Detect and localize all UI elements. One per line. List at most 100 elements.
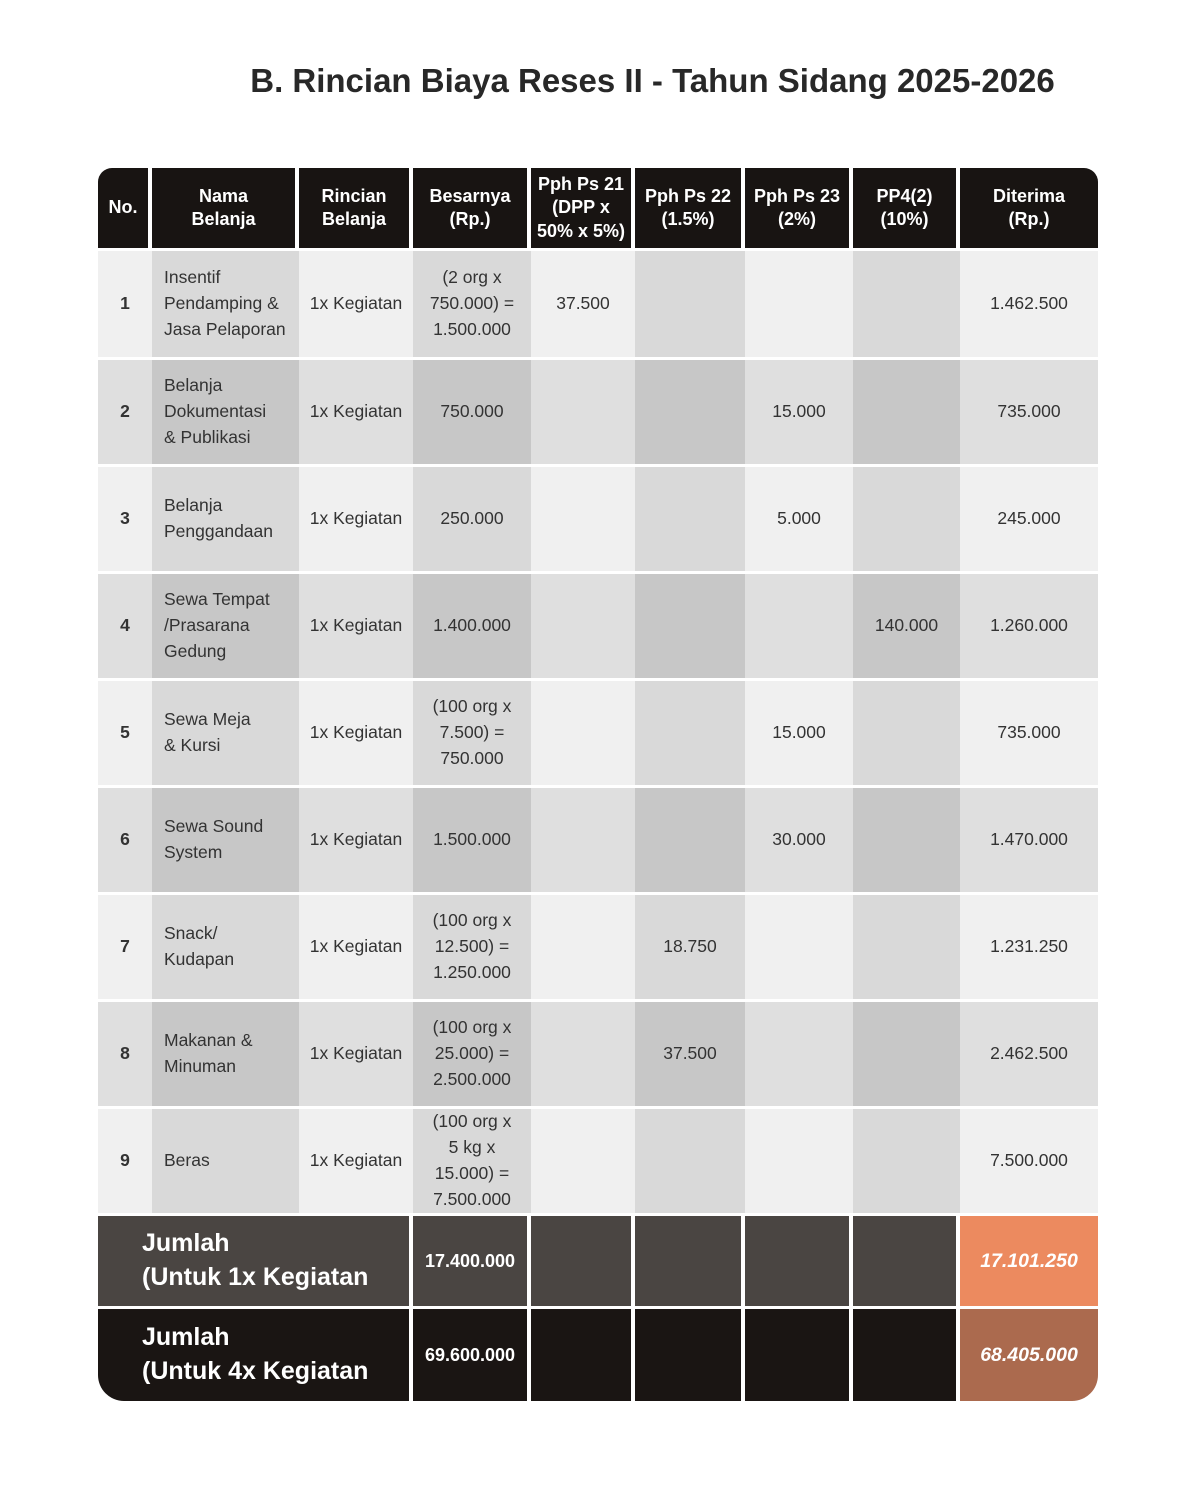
total-4x-label: Jumlah (Untuk 4x Kegiatan — [98, 1309, 413, 1401]
row3-no: 3 — [98, 467, 152, 571]
row6-diterima: 1.470.000 — [960, 788, 1098, 892]
row3-pph22 — [635, 467, 745, 571]
row6-no: 6 — [98, 788, 152, 892]
row8-diterima: 2.462.500 — [960, 1002, 1098, 1106]
row3-besarnya: 250.000 — [413, 467, 531, 571]
row5-pph21 — [531, 681, 635, 785]
total-row-4x: Jumlah (Untuk 4x Kegiatan 69.600.000 68.… — [98, 1309, 1098, 1401]
row2-pph23: 15.000 — [745, 360, 853, 464]
row1-pp4 — [853, 251, 960, 357]
row8-nama: Makanan & Minuman — [152, 1002, 299, 1106]
row8-pph21 — [531, 1002, 635, 1106]
row2-pph21 — [531, 360, 635, 464]
row1-no: 1 — [98, 251, 152, 357]
row5-besarnya: (100 org x 7.500) = 750.000 — [413, 681, 531, 785]
row2-diterima: 735.000 — [960, 360, 1098, 464]
row8-pp4 — [853, 1002, 960, 1106]
total-4x-diterima: 68.405.000 — [960, 1309, 1098, 1401]
row3-diterima: 245.000 — [960, 467, 1098, 571]
header-cell-nama-belanja: Nama Belanja — [152, 168, 299, 248]
row4-diterima: 1.260.000 — [960, 574, 1098, 678]
row5-pph23: 15.000 — [745, 681, 853, 785]
row1-pph23 — [745, 251, 853, 357]
row6-pph23: 30.000 — [745, 788, 853, 892]
row4-pp4: 140.000 — [853, 574, 960, 678]
row7-diterima: 1.231.250 — [960, 895, 1098, 999]
row8-no: 8 — [98, 1002, 152, 1106]
page-title: B. Rincian Biaya Reses II - Tahun Sidang… — [250, 62, 1055, 99]
header-cell-no: No. — [98, 168, 152, 248]
total-4x-pph21 — [531, 1309, 635, 1401]
header-cell-besarnya: Besarnya (Rp.) — [413, 168, 531, 248]
header-cell-diterima: Diterima (Rp.) — [960, 168, 1098, 248]
row8-besarnya: (100 org x 25.000) = 2.500.000 — [413, 1002, 531, 1106]
row2-no: 2 — [98, 360, 152, 464]
row2-nama: Belanja Dokumentasi & Publikasi — [152, 360, 299, 464]
row4-pph21 — [531, 574, 635, 678]
table-header-row: No. Nama Belanja Rincian Belanja Besarny… — [98, 168, 1098, 248]
row9-diterima: 7.500.000 — [960, 1109, 1098, 1213]
row3-nama: Belanja Penggandaan — [152, 467, 299, 571]
total-row-1x: Jumlah (Untuk 1x Kegiatan 17.400.000 17.… — [98, 1216, 1098, 1306]
total-1x-besarnya: 17.400.000 — [413, 1216, 531, 1306]
row3-pph23: 5.000 — [745, 467, 853, 571]
row5-pp4 — [853, 681, 960, 785]
total-4x-pph22 — [635, 1309, 745, 1401]
table-row: 9 Beras 1x Kegiatan (100 org x 5 kg x 15… — [98, 1109, 1098, 1213]
row6-pp4 — [853, 788, 960, 892]
total-1x-pph23 — [745, 1216, 853, 1306]
table-row: 4 Sewa Tempat /Prasarana Gedung 1x Kegia… — [98, 574, 1098, 678]
total-4x-pp4 — [853, 1309, 960, 1401]
row7-rincian: 1x Kegiatan — [299, 895, 413, 999]
cost-table: No. Nama Belanja Rincian Belanja Besarny… — [98, 168, 1098, 1401]
row1-pph22 — [635, 251, 745, 357]
row4-nama: Sewa Tempat /Prasarana Gedung — [152, 574, 299, 678]
row6-pph22 — [635, 788, 745, 892]
row5-diterima: 735.000 — [960, 681, 1098, 785]
table-row: 8 Makanan & Minuman 1x Kegiatan (100 org… — [98, 1002, 1098, 1106]
table-row: 2 Belanja Dokumentasi & Publikasi 1x Keg… — [98, 360, 1098, 464]
total-4x-besarnya: 69.600.000 — [413, 1309, 531, 1401]
row7-pph23 — [745, 895, 853, 999]
row1-rincian: 1x Kegiatan — [299, 251, 413, 357]
row3-pph21 — [531, 467, 635, 571]
row5-no: 5 — [98, 681, 152, 785]
row1-besarnya: (2 org x 750.000) = 1.500.000 — [413, 251, 531, 357]
row4-pph23 — [745, 574, 853, 678]
row4-rincian: 1x Kegiatan — [299, 574, 413, 678]
total-4x-pph23 — [745, 1309, 853, 1401]
row9-no: 9 — [98, 1109, 152, 1213]
row9-besarnya: (100 org x 5 kg x 15.000) = 7.500.000 — [413, 1109, 531, 1213]
total-1x-label: Jumlah (Untuk 1x Kegiatan — [98, 1216, 413, 1306]
header-cell-rincian-belanja: Rincian Belanja — [299, 168, 413, 248]
row7-pph21 — [531, 895, 635, 999]
header-cell-pp4: PP4(2) (10%) — [853, 168, 960, 248]
row2-pph22 — [635, 360, 745, 464]
total-1x-pp4 — [853, 1216, 960, 1306]
table-row: 1 Insentif Pendamping & Jasa Pelaporan 1… — [98, 251, 1098, 357]
row1-pph21: 37.500 — [531, 251, 635, 357]
row7-pph22: 18.750 — [635, 895, 745, 999]
row9-rincian: 1x Kegiatan — [299, 1109, 413, 1213]
row5-pph22 — [635, 681, 745, 785]
header-cell-pph-ps-23: Pph Ps 23 (2%) — [745, 168, 853, 248]
row4-no: 4 — [98, 574, 152, 678]
row7-nama: Snack/ Kudapan — [152, 895, 299, 999]
row7-pp4 — [853, 895, 960, 999]
row7-besarnya: (100 org x 12.500) = 1.250.000 — [413, 895, 531, 999]
header-cell-pph-ps-22: Pph Ps 22 (1.5%) — [635, 168, 745, 248]
row9-pph21 — [531, 1109, 635, 1213]
row5-rincian: 1x Kegiatan — [299, 681, 413, 785]
row6-besarnya: 1.500.000 — [413, 788, 531, 892]
row8-pph22: 37.500 — [635, 1002, 745, 1106]
total-1x-diterima: 17.101.250 — [960, 1216, 1098, 1306]
row2-rincian: 1x Kegiatan — [299, 360, 413, 464]
row6-nama: Sewa Sound System — [152, 788, 299, 892]
row6-rincian: 1x Kegiatan — [299, 788, 413, 892]
table-row: 3 Belanja Penggandaan 1x Kegiatan 250.00… — [98, 467, 1098, 571]
row6-pph21 — [531, 788, 635, 892]
row1-diterima: 1.462.500 — [960, 251, 1098, 357]
row3-pp4 — [853, 467, 960, 571]
total-1x-pph22 — [635, 1216, 745, 1306]
table-row: 7 Snack/ Kudapan 1x Kegiatan (100 org x … — [98, 895, 1098, 999]
